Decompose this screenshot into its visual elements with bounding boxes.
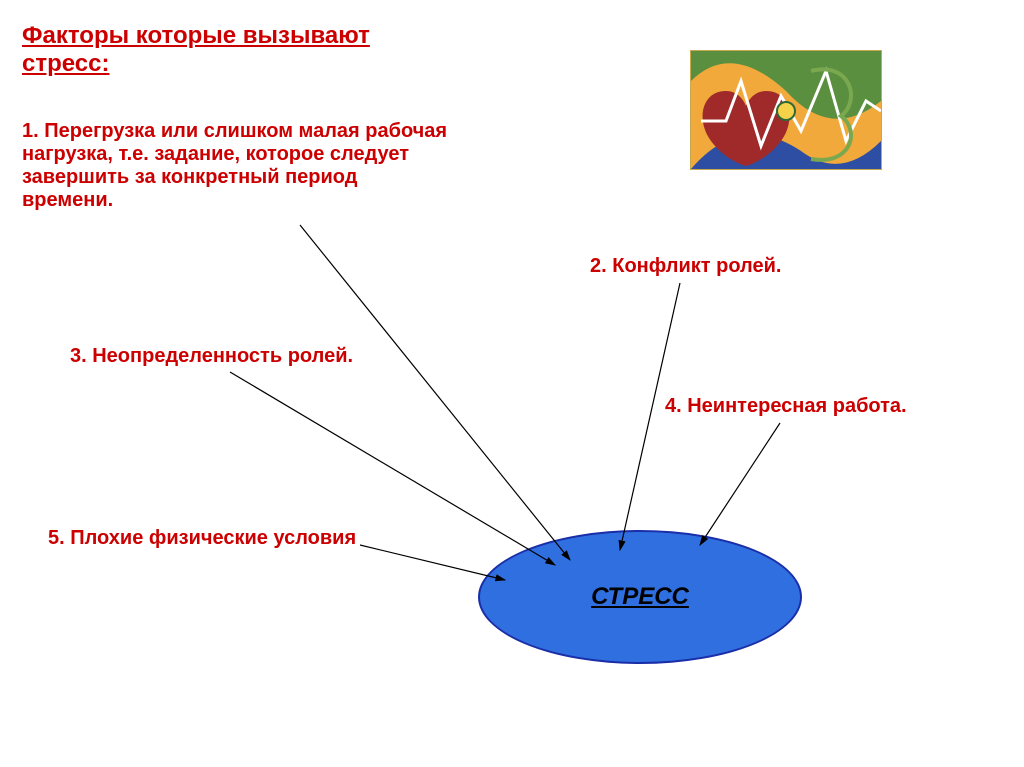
page-title: Факторы которые вызывают стресс: [22,22,452,78]
factor-2-text: 2. Конфликт ролей. [590,255,781,278]
factor-5-text: 5. Плохие физические условия [48,527,356,550]
decorative-clipart [690,50,882,170]
factor-3-text: 3. Неопределенность ролей. [70,345,353,368]
arrow-5 [360,545,505,580]
arrow-4 [700,423,780,545]
factor-1-text: 1. Перегрузка или слишком малая рабочая … [22,120,452,212]
stress-target-label: СТРЕСС [591,583,689,611]
stress-target-ellipse: СТРЕСС [478,530,802,664]
arrow-1 [300,225,570,560]
factor-4-text: 4. Неинтересная работа. [665,395,907,418]
